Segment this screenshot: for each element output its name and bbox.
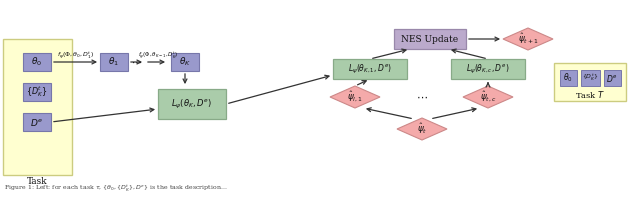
Text: $f_\psi(\Phi,\theta_0,D^t_1)$: $f_\psi(\Phi,\theta_0,D^t_1)$ <box>58 50 95 61</box>
Text: $L_\psi(\theta_{K,1}, D^e)$: $L_\psi(\theta_{K,1}, D^e)$ <box>348 62 392 76</box>
Bar <box>23 113 51 131</box>
Polygon shape <box>463 86 513 108</box>
Text: $\{D^t_K\}$: $\{D^t_K\}$ <box>582 73 598 83</box>
Polygon shape <box>397 118 447 140</box>
Text: $D^e$: $D^e$ <box>30 116 44 127</box>
Text: Task: Task <box>27 177 48 186</box>
Bar <box>3 39 72 175</box>
Text: $L_\psi(\theta_K, D^e)$: $L_\psi(\theta_K, D^e)$ <box>172 98 212 111</box>
Text: $\cdots$: $\cdots$ <box>416 92 428 102</box>
Bar <box>23 83 51 101</box>
Text: $\{D^t_K\}$: $\{D^t_K\}$ <box>26 85 47 99</box>
Bar <box>554 63 626 101</box>
Bar <box>333 59 407 79</box>
Text: Task $T$: Task $T$ <box>575 88 605 99</box>
Text: $\theta_0$: $\theta_0$ <box>31 56 42 68</box>
Text: $\hat{\psi}_t$: $\hat{\psi}_t$ <box>417 122 427 136</box>
Text: $\theta_0$: $\theta_0$ <box>563 72 573 84</box>
Text: $\hat{\psi}_{l,1}$: $\hat{\psi}_{l,1}$ <box>347 90 363 104</box>
Bar <box>158 89 226 119</box>
Text: $\theta_1$: $\theta_1$ <box>109 56 120 68</box>
Text: Figure 1: Left: for each task $\tau$, $\{\theta_0, \{D^t_K\}, D^e\}$ is the task: Figure 1: Left: for each task $\tau$, $\… <box>4 184 227 194</box>
Bar <box>451 59 525 79</box>
Bar <box>580 70 600 86</box>
Bar <box>394 29 466 49</box>
Bar <box>171 53 199 71</box>
Bar <box>604 70 621 86</box>
Bar <box>23 53 51 71</box>
Text: $D^e$: $D^e$ <box>606 72 618 84</box>
Polygon shape <box>503 28 553 50</box>
Text: $\cdots$: $\cdots$ <box>131 58 141 67</box>
Bar <box>100 53 128 71</box>
Text: $\hat{\psi}_{t,c}$: $\hat{\psi}_{t,c}$ <box>480 90 496 104</box>
Polygon shape <box>330 86 380 108</box>
Text: $\hat{\psi}_{t+1}$: $\hat{\psi}_{t+1}$ <box>518 32 538 46</box>
Text: NES Update: NES Update <box>401 34 459 44</box>
Text: $L_\psi(\theta_{K,c}, D^e)$: $L_\psi(\theta_{K,c}, D^e)$ <box>467 62 509 76</box>
Text: $f_\psi(\Phi,\theta_{K-1},D^t_K)$: $f_\psi(\Phi,\theta_{K-1},D^t_K)$ <box>138 50 179 61</box>
Bar <box>559 70 577 86</box>
Text: $\theta_K$: $\theta_K$ <box>179 56 191 68</box>
